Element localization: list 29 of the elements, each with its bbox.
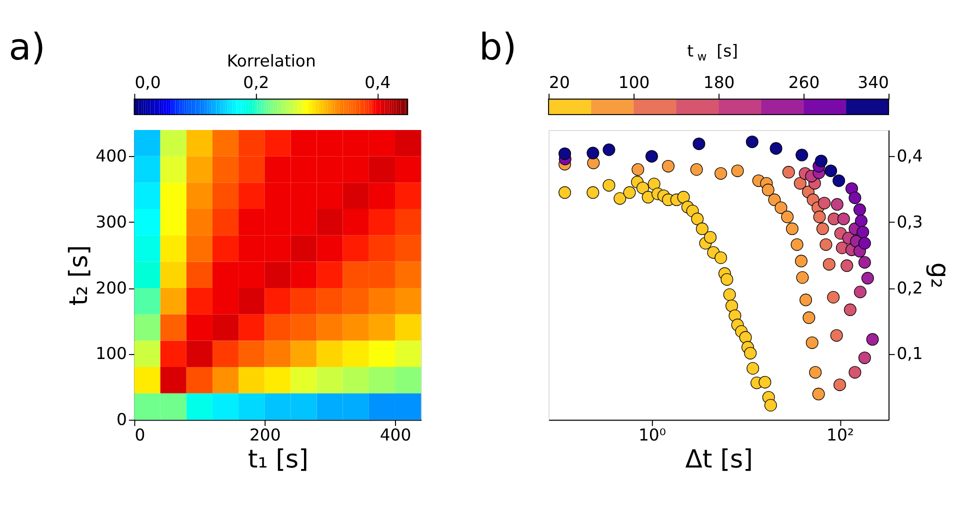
x-tick-label: 200: [249, 426, 281, 445]
y-tick-label: 400: [96, 146, 127, 166]
x-tick-label: 0: [134, 426, 146, 445]
y2-tick-label: 0,2: [896, 278, 923, 298]
y-tick-label: 0: [116, 410, 127, 430]
y2-tick-label: 0,1: [896, 344, 923, 364]
color-bar-label: 0,2: [243, 72, 270, 92]
y-axis-title: t₂ [s]: [64, 245, 93, 306]
color-bar-label: 0,0: [134, 72, 161, 92]
color-bar-title: Korrelation: [226, 52, 316, 71]
y-tick-label: 200: [96, 278, 127, 298]
x-tick-label: 10⁰: [638, 426, 666, 445]
y2-axis-title: g₂: [926, 262, 955, 288]
y2-tick-label: 0,3: [896, 212, 923, 232]
x-tick-label: 10²: [826, 426, 854, 445]
x-axis-title: t₁ [s]: [248, 444, 308, 474]
x-tick-label: 400: [380, 426, 412, 445]
text: a): [8, 26, 46, 68]
color-bar-label: 340: [858, 72, 890, 92]
y2-tick-label: 0,4: [896, 146, 923, 166]
y-tick-label: 300: [96, 212, 127, 232]
color-bar-label: 260: [788, 72, 820, 92]
text: b): [479, 26, 517, 68]
y-tick-label: 100: [96, 344, 127, 364]
color-bar-label: 100: [618, 72, 650, 92]
x-axis-title: Δt [s]: [685, 444, 753, 474]
color-bar-label: 20: [549, 72, 570, 92]
color-bar-label: 180: [703, 72, 735, 92]
color-bar-label: 0,4: [364, 72, 391, 92]
